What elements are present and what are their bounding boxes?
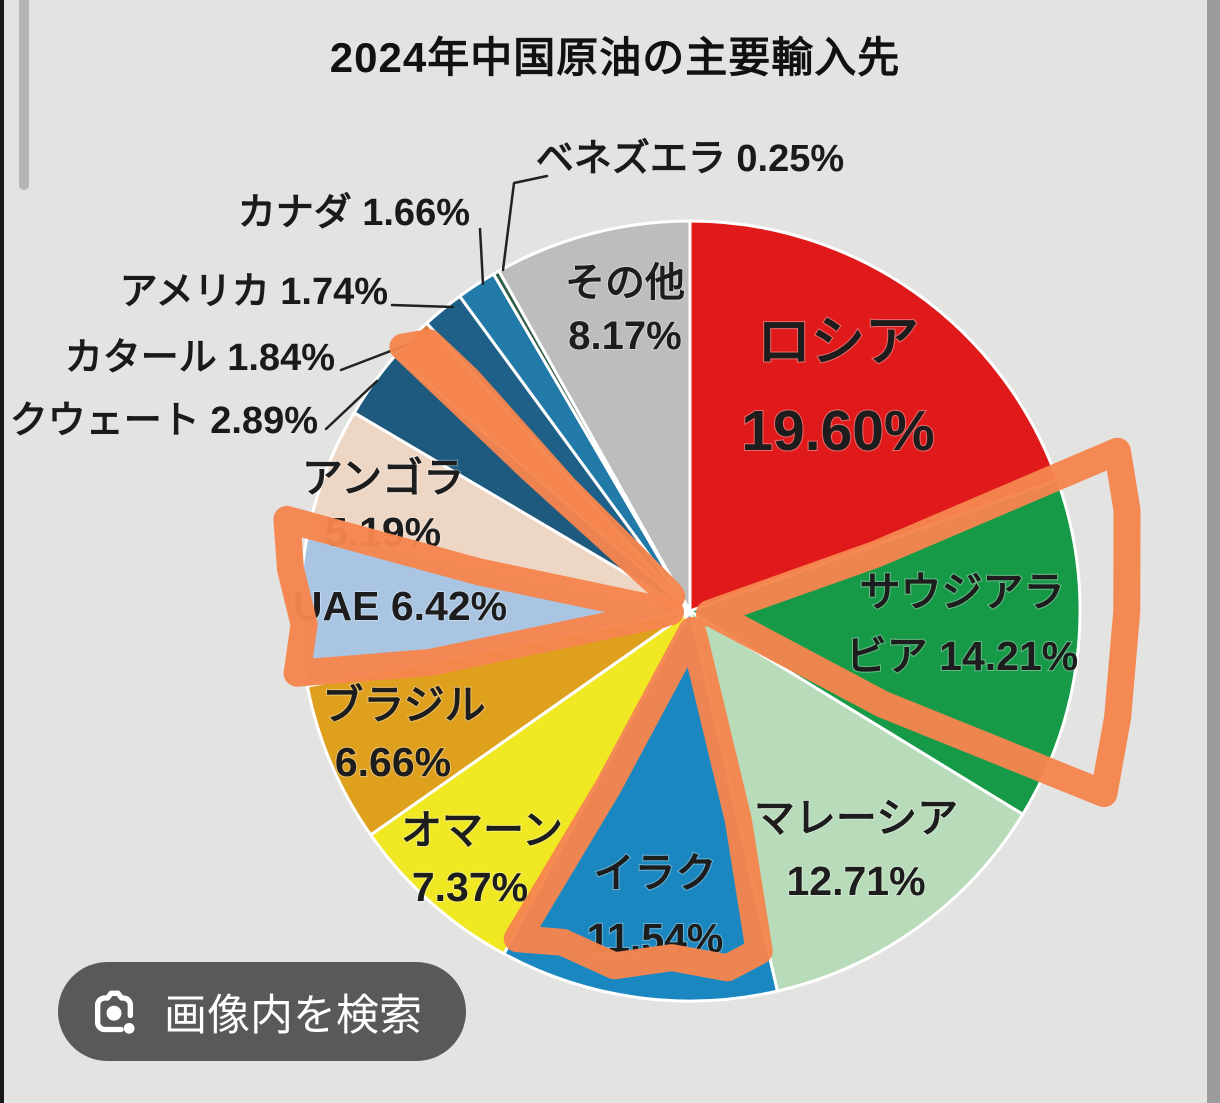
callout-labels: クウェート 2.89% カタール 1.84% アメリカ 1.74% カナダ 1.66%… xyxy=(10,137,844,442)
slice-label-UAE: UAE 6.42% xyxy=(293,583,507,629)
leader-line-カナダ xyxy=(478,227,485,286)
slice-label-オマーン: 7.37% xyxy=(412,864,528,910)
callout-label-カナダ: カナダ 1.66% xyxy=(238,192,470,234)
slice-label-その他: その他 xyxy=(565,261,685,305)
pie-slice-ロシア xyxy=(688,219,1059,613)
pie-slice-オマーン xyxy=(369,609,692,956)
pie-slice-その他 xyxy=(497,219,692,613)
screen-edge-left xyxy=(0,0,4,1103)
callout-label-アメリカ: アメリカ 1.74% xyxy=(120,271,388,313)
callout-label-クウェート: クウェート 2.89% xyxy=(10,400,318,442)
callout-label-ベネズエラ: ベネズエラ 0.25% xyxy=(536,137,844,180)
slice-label-イラク: イラク xyxy=(594,850,717,896)
slice-label-その他: 8.17% xyxy=(568,314,681,358)
hand-drawn-annotation xyxy=(273,329,1141,982)
chart-title: 2024年中国原油の主要輸入先 xyxy=(329,34,901,81)
slice-label-ブラジル: 6.66% xyxy=(335,739,451,785)
scrollbar-thumb[interactable] xyxy=(19,0,29,190)
slice-label-マレーシア: 12.71% xyxy=(786,858,925,904)
highlight-stroke-UAE xyxy=(273,505,684,687)
slice-label-ロシア: ロシア xyxy=(757,312,919,372)
highlight-stroke-サウジアラビア xyxy=(695,437,1141,808)
slice-label-ブラジル: ブラジル xyxy=(322,682,485,728)
slice-label-マレーシア: マレーシア xyxy=(754,795,958,841)
leader-line-クウェート xyxy=(324,379,379,431)
pie-slice-マレーシア xyxy=(688,609,1025,993)
camera-lens-icon xyxy=(94,990,135,1034)
screen-edge-right xyxy=(1207,0,1220,1103)
highlight-stroke-イラク xyxy=(503,616,773,982)
slice-label-オマーン: オマーン xyxy=(401,807,563,853)
callout-label-カタール: カタール 1.84% xyxy=(65,337,335,379)
pie-slice-ブラジル xyxy=(305,609,692,837)
search-in-image-label: 画像内を検索 xyxy=(164,991,422,1040)
highlight-stroke-カタール xyxy=(389,329,686,610)
leader-line-ベネズエラ xyxy=(501,174,549,272)
leader-line-アメリカ xyxy=(390,303,455,309)
slice-label-アンゴラ: アンゴラ xyxy=(302,455,464,501)
search-in-image-button[interactable]: 画像内を検索 xyxy=(58,962,466,1061)
slice-label-ロシア: 19.60% xyxy=(741,399,934,463)
slice-label-サウジアラビア: サウジアラ xyxy=(860,569,1065,615)
slice-label-サウジアラビア: ビア 14.21% xyxy=(846,633,1078,679)
